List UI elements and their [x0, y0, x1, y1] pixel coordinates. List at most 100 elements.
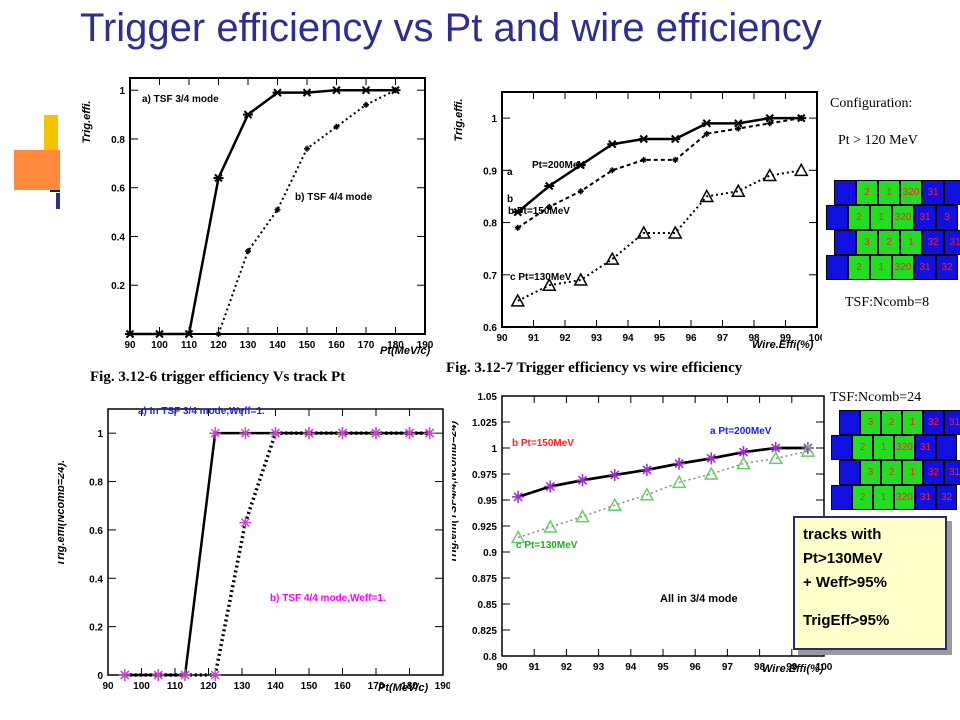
callout-line3: + Weff>95% — [803, 574, 887, 591]
wire-cell: 3 — [860, 460, 881, 485]
wire-cell: 31 — [922, 180, 944, 205]
y-tick-label: 0.9 — [483, 548, 497, 559]
x-tick-label: 97 — [722, 662, 734, 673]
data-point — [730, 183, 746, 197]
callout-line2: Pt>130MeV — [803, 550, 883, 567]
wire-cell: 32 — [922, 230, 944, 255]
data-point — [575, 160, 586, 170]
data-point — [544, 480, 557, 493]
y-tick-label: 0.825 — [472, 626, 497, 637]
data-point — [733, 119, 744, 128]
data-point — [209, 669, 222, 681]
chart-annotation: All in 3/4 mode — [660, 593, 738, 605]
caption-fig7: Fig. 3.12-7 Trigger efficiency vs wire e… — [446, 360, 743, 376]
y-tick-label: 0.4 — [89, 574, 103, 585]
data-point — [370, 427, 382, 440]
wire-cell: 1 — [870, 255, 892, 280]
x-tick-label: 91 — [529, 662, 541, 673]
plot-frame — [129, 77, 426, 335]
data-point — [608, 469, 621, 482]
wire-cell — [831, 435, 852, 460]
x-tick-label: 110 — [167, 681, 184, 692]
data-point — [762, 167, 778, 182]
data-point — [768, 450, 783, 465]
x-tick-label: 160 — [328, 340, 345, 351]
wire-cell: 320 — [892, 255, 914, 280]
chart-annotation: b) TSF 4/4 mode — [295, 192, 373, 203]
chart-annotation: c Pt=130MeV — [516, 540, 578, 551]
data-point — [640, 463, 653, 476]
wire-cell: 320 — [894, 435, 915, 460]
x-tick-label: 140 — [269, 340, 286, 351]
x-tick-label: 95 — [657, 662, 669, 673]
y-tick-label: 1 — [491, 444, 497, 455]
x-axis-label: Wire.Effi(%) — [762, 663, 824, 675]
series-line — [517, 446, 808, 499]
wire-cell: 2 — [852, 435, 873, 460]
callout-line4: TrigEff>95% — [803, 612, 890, 629]
x-tick-label: 160 — [334, 681, 351, 692]
data-point — [512, 207, 523, 217]
data-point — [672, 156, 679, 163]
x-tick-label: 100 — [151, 340, 168, 351]
wire-cell: 31 — [944, 410, 960, 435]
callout-line1: tracks with — [803, 526, 882, 543]
x-tick-label: 98 — [748, 333, 760, 344]
y-tick-label: 0.9 — [483, 166, 497, 177]
config-pt-cut: Pt > 120 MeV — [838, 133, 918, 148]
x-tick-label: 130 — [240, 340, 257, 351]
wire-cell — [839, 460, 860, 485]
data-point — [239, 427, 252, 440]
data-point — [798, 115, 805, 122]
data-point — [671, 474, 687, 489]
x-tick-label: 140 — [267, 681, 284, 692]
wire-cell: 2 — [852, 485, 873, 510]
x-tick-label: 170 — [368, 681, 385, 692]
x-tick-label: 94 — [625, 662, 637, 673]
wire-cell: 31 — [915, 435, 936, 460]
x-tick-label: 98 — [754, 662, 766, 673]
data-point — [735, 125, 742, 132]
data-point — [543, 519, 558, 533]
x-tick-label: 190 — [435, 681, 450, 692]
y-tick-label: 0.6 — [111, 184, 125, 195]
wire-cell: 1 — [900, 230, 922, 255]
chart-annotation: b Pt=150MeV — [512, 438, 574, 449]
ncomb24-label: TSF:Ncomb=24 — [830, 390, 922, 405]
data-point — [510, 293, 526, 307]
data-point — [243, 110, 253, 119]
data-point — [154, 329, 165, 339]
data-point — [152, 669, 165, 681]
wire-cell: 2 — [881, 460, 902, 485]
data-point — [638, 134, 649, 144]
series-line — [124, 431, 430, 677]
x-tick-label: 100 — [809, 333, 822, 344]
y-tick-label: 1 — [491, 114, 497, 125]
wire-cell — [834, 180, 856, 205]
data-point — [274, 206, 281, 213]
x-tick-label: 90 — [102, 681, 114, 692]
series-line — [517, 450, 809, 539]
data-point — [544, 181, 555, 191]
wire-cell: 2 — [878, 230, 900, 255]
wire-cell: 1 — [902, 410, 923, 435]
wire-cell: 320 — [892, 205, 914, 230]
chart-trig-vs-pt: 90 100 110 120 130 140 150 160 170 180 190 0.2 0.4 0.… — [81, 77, 434, 357]
chart-annotation: Pt=200MeV — [532, 160, 585, 171]
x-tick-label: 90 — [124, 340, 136, 351]
data-point — [636, 225, 652, 239]
chart-trig-vs-wire-ncomb24: 90 91 92 93 94 95 96 97 98 99 100 0.8 0.825 0.85 0.875… — [452, 392, 833, 675]
x-tick-label: 92 — [561, 662, 573, 673]
data-point — [125, 329, 135, 339]
chart-annotation: a) In TSF 3/4 mode,Weff=1. — [138, 406, 265, 417]
wire-cell: 31 — [915, 485, 936, 510]
data-point — [361, 85, 371, 95]
data-point — [640, 156, 647, 163]
data-point — [607, 140, 618, 149]
y-tick-label: 0.95 — [478, 496, 498, 507]
data-point — [577, 188, 584, 195]
wire-cell: 3 — [856, 230, 878, 255]
x-tick-label: 94 — [622, 333, 634, 344]
series-line — [217, 89, 396, 335]
plot-frame — [107, 408, 444, 676]
